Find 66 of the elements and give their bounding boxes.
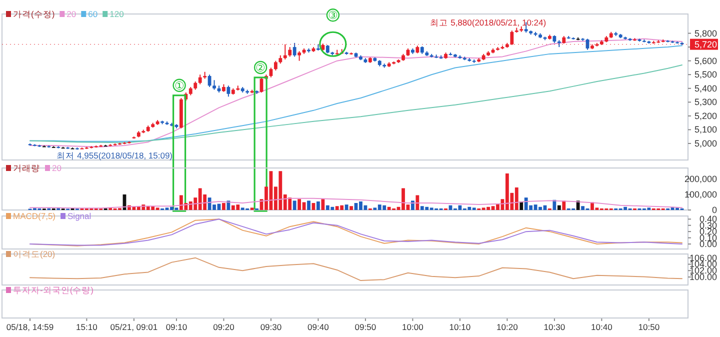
legend-label: 60: [88, 9, 98, 19]
bar: [350, 206, 353, 210]
bar: [316, 201, 320, 210]
legend-label: Signal: [68, 211, 92, 221]
y-tick-label: 5,300: [694, 97, 717, 108]
bar: [557, 205, 561, 210]
y-tick-label: 100,000: [684, 189, 717, 200]
annotation: ①: [174, 80, 184, 92]
x-tick-label: 05/21, 09:01: [110, 322, 158, 332]
line-series: [30, 198, 682, 209]
y-tick-label: 5,500: [694, 70, 717, 80]
y-tick-label: 5,100: [694, 124, 717, 135]
x-tick-label: 09:30: [260, 322, 282, 332]
y-tick-label: 0: [712, 205, 717, 215]
y-tick-label: 5,400: [694, 83, 717, 94]
y-tick-label: 5,200: [694, 110, 717, 121]
candlestick: [292, 42, 296, 58]
line-series: [30, 257, 682, 282]
bar: [292, 200, 296, 210]
x-tick-label: 09:10: [166, 322, 188, 332]
legend-label: 20: [52, 163, 62, 173]
legend-label: 120: [110, 9, 124, 19]
candlestick: [288, 46, 292, 58]
annotation: 최저 4,955(2018/05/18, 15:09): [56, 150, 173, 161]
x-tick-label: 10:50: [638, 322, 660, 332]
ref-line-label: 5,720: [694, 39, 717, 50]
candlestick: [226, 85, 230, 98]
x-tick-label: 09:50: [354, 322, 376, 332]
x-tick-label: 15:10: [76, 322, 98, 332]
candlestick: [198, 74, 202, 85]
bar: [321, 199, 325, 210]
candlestick: [260, 76, 264, 94]
bar: [344, 204, 348, 210]
bar: [552, 200, 556, 210]
x-tick-label: 10:00: [402, 322, 424, 332]
annotation: 최고 5,880(2018/05/21, 10:24): [430, 17, 546, 28]
legend-title: 거래량: [13, 163, 40, 173]
candlestick: [212, 80, 216, 90]
annotation: ③: [328, 10, 338, 22]
x-tick-label: 05/18, 14:59: [6, 322, 54, 332]
candlestick: [283, 44, 287, 60]
bar: [222, 203, 226, 210]
x-tick-label: 09:20: [213, 322, 235, 332]
x-tick-label: 09:40: [308, 322, 330, 332]
legend-label: 이격도(20): [13, 249, 56, 259]
y-tick-label: 200,000: [684, 174, 717, 184]
candlestick: [274, 60, 278, 71]
x-tick-label: 10:20: [496, 322, 518, 332]
line-series: [30, 64, 682, 144]
bar: [416, 195, 420, 210]
y-tick-label: 5,000: [694, 138, 717, 148]
annotation: ②: [256, 62, 266, 74]
y-tick-label: 100.00: [689, 272, 717, 282]
x-tick-label: 10:10: [449, 322, 471, 332]
y-tick-label: 5,600: [694, 56, 717, 66]
y-tick-label: 5,800: [694, 28, 717, 38]
legend-title: 가격(수정): [13, 9, 55, 19]
candlestick: [298, 50, 302, 62]
text: 투자자-외국인(수량): [13, 285, 94, 295]
legend-label: 20: [66, 9, 76, 19]
x-tick-label: 10:30: [544, 322, 566, 332]
legend-label: MACD(7,5): [13, 211, 56, 221]
bar: [298, 199, 302, 210]
y-tick-label: 106.00: [689, 252, 717, 263]
x-tick-label: 10:40: [591, 322, 613, 332]
bar: [307, 200, 310, 210]
